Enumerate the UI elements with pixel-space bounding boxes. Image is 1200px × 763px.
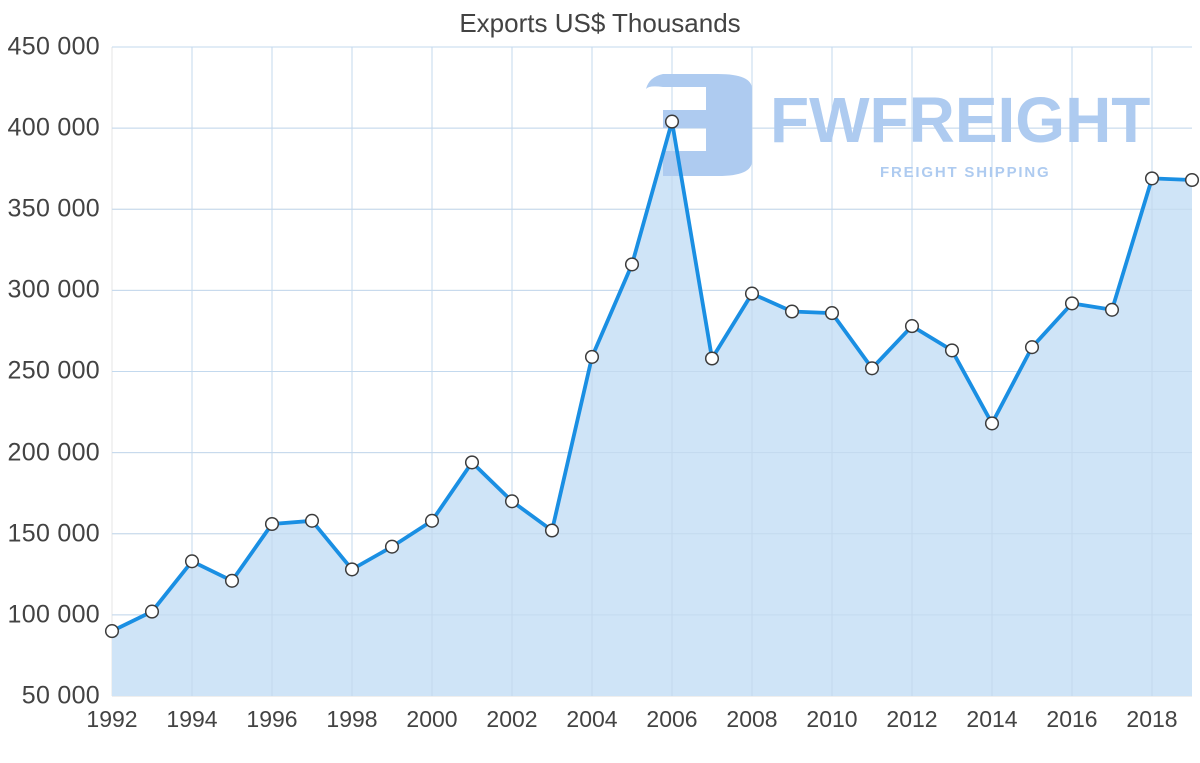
svg-text:FREIGHT SHIPPING: FREIGHT SHIPPING: [880, 164, 1050, 181]
svg-text:FWFREIGHT: FWFREIGHT: [770, 84, 1150, 156]
